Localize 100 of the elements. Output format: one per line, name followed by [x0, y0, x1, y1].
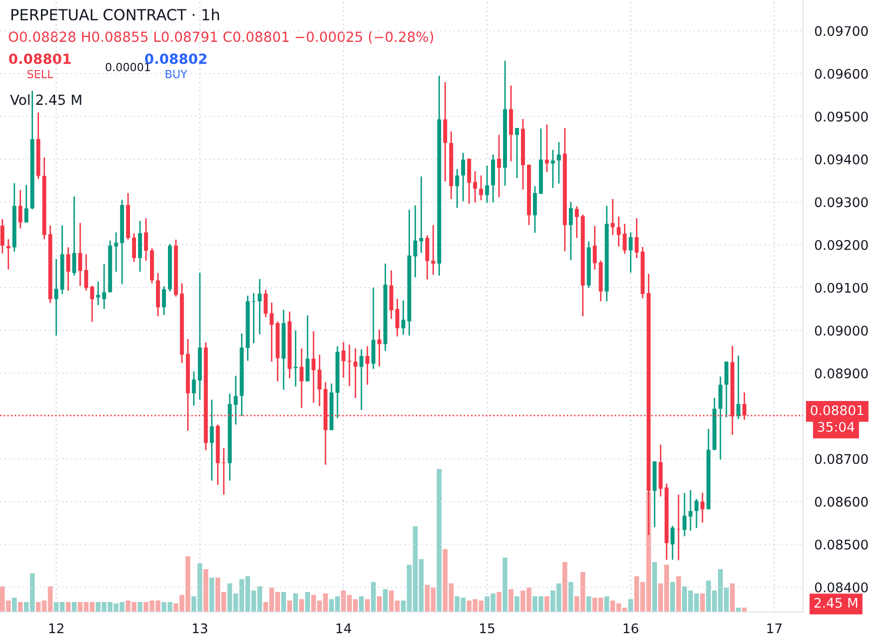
bar	[382, 589, 388, 612]
annotation: Vol 2.45 M	[10, 94, 82, 106]
y-tick-label: 0.09000	[814, 326, 868, 336]
chart-title: PERPETUAL CONTRACT · 1h	[12, 8, 219, 20]
bar	[502, 558, 508, 612]
y-tick-label: 0.09100	[814, 282, 868, 293]
bar	[604, 596, 610, 612]
candlestick	[66, 246, 70, 292]
bar	[293, 593, 298, 612]
candlestick	[419, 176, 424, 254]
candlestick	[688, 489, 692, 532]
candlestick	[192, 370, 196, 406]
y-tick-label: 0.09400	[814, 154, 868, 164]
candlestick	[401, 300, 406, 336]
x-tick-label: 15	[480, 624, 494, 634]
y-tick-label: 0.08400	[814, 582, 868, 592]
candlestick	[264, 289, 268, 318]
candlestick	[18, 189, 22, 230]
bar	[370, 582, 376, 612]
candlestick	[102, 263, 106, 310]
candlestick	[736, 354, 740, 420]
x-tick-label: 17	[767, 624, 782, 634]
candlestick	[359, 348, 364, 411]
annotation: BUY	[166, 70, 188, 78]
candlestick	[96, 280, 100, 306]
x-tick-label: 16	[624, 623, 638, 634]
candlestick	[718, 376, 722, 460]
y-tick-label: 0.09300	[814, 197, 868, 208]
candlestick	[365, 346, 370, 386]
annotation: 0.08801	[9, 54, 71, 64]
bar	[203, 569, 208, 612]
candlestick	[252, 292, 256, 344]
candlestick	[114, 232, 118, 272]
candlestick	[724, 360, 728, 418]
candlestick	[628, 232, 633, 274]
bar	[514, 596, 520, 612]
y-tick-label: 0.08500	[814, 540, 868, 550]
candlestick	[610, 198, 615, 236]
candlestick	[682, 492, 686, 537]
bar	[281, 592, 286, 612]
candlestick	[431, 224, 436, 276]
candlestick	[497, 134, 502, 198]
candlestick	[24, 184, 28, 224]
candlestick	[312, 330, 316, 404]
bar	[496, 592, 502, 612]
candlestick	[455, 168, 460, 209]
candlestick	[353, 348, 358, 399]
candlestick	[84, 254, 88, 292]
candlestick	[676, 494, 681, 561]
bar	[138, 602, 142, 612]
candlestick	[90, 285, 94, 323]
candlestick	[616, 216, 621, 248]
candlestick	[144, 218, 148, 262]
candlestick	[556, 141, 561, 184]
candlestick	[461, 152, 466, 202]
text: 35:04	[818, 422, 854, 432]
y-tick-label: 0.09700	[814, 26, 868, 36]
annotation: 0.08802	[145, 54, 206, 64]
bar	[508, 589, 514, 612]
candlestick	[473, 170, 478, 204]
bar	[736, 608, 741, 612]
candlestick	[0, 218, 4, 254]
candlestick	[132, 232, 136, 263]
candlestick	[515, 127, 519, 179]
bar	[436, 469, 442, 612]
candlestick	[694, 498, 698, 529]
candlestick	[270, 302, 274, 362]
bar	[676, 576, 681, 612]
candlestick	[634, 218, 639, 259]
candlestick	[318, 354, 322, 407]
candlestick	[258, 278, 262, 335]
candlestick	[162, 286, 166, 316]
y-tick-label: 0.09600	[814, 68, 868, 79]
candlestick	[300, 348, 304, 409]
candlestick	[306, 314, 310, 382]
bar	[305, 592, 310, 612]
candlestick	[395, 298, 400, 338]
candlestick	[413, 204, 418, 278]
y-tick-label: 0.09200	[814, 240, 868, 250]
bar	[730, 583, 735, 612]
bar	[652, 562, 657, 612]
x-tick-label: 13	[192, 623, 208, 634]
candlestick	[568, 201, 573, 261]
candlestick	[485, 164, 490, 204]
y-tick-label: 0.08900	[814, 368, 868, 378]
bar	[359, 596, 364, 612]
candlestick	[210, 399, 214, 482]
bar	[700, 593, 705, 612]
bar	[376, 596, 382, 612]
bar	[365, 599, 370, 612]
candlestick	[371, 286, 376, 370]
candlestick	[443, 81, 448, 182]
candlestick	[479, 174, 484, 201]
candlestick	[377, 328, 382, 368]
annotation: 0.00001	[106, 62, 150, 72]
bar	[568, 582, 574, 612]
x-tick-label: 14	[336, 624, 352, 634]
candlestick	[550, 149, 555, 189]
y-tick-label: 0.08700	[814, 454, 868, 464]
y-tick-label: 0.09500	[814, 112, 868, 122]
